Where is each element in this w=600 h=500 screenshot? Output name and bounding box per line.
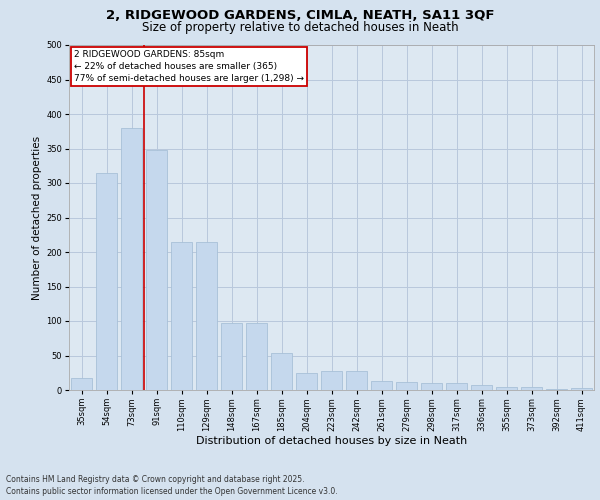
Bar [471, 385, 492, 390]
Text: Contains HM Land Registry data © Crown copyright and database right 2025.: Contains HM Land Registry data © Crown c… [6, 475, 305, 484]
Bar [121, 128, 142, 390]
Bar [521, 387, 542, 390]
Text: Size of property relative to detached houses in Neath: Size of property relative to detached ho… [142, 21, 458, 34]
Bar [346, 370, 367, 390]
Bar [221, 323, 242, 390]
Bar [71, 378, 92, 390]
Y-axis label: Number of detached properties: Number of detached properties [32, 136, 42, 300]
Bar [571, 388, 592, 390]
Text: 2 RIDGEWOOD GARDENS: 85sqm
← 22% of detached houses are smaller (365)
77% of sem: 2 RIDGEWOOD GARDENS: 85sqm ← 22% of deta… [74, 50, 304, 83]
Text: 2, RIDGEWOOD GARDENS, CIMLA, NEATH, SA11 3QF: 2, RIDGEWOOD GARDENS, CIMLA, NEATH, SA11… [106, 9, 494, 22]
Bar [196, 242, 217, 390]
Bar [446, 383, 467, 390]
Bar [421, 383, 442, 390]
Bar [271, 354, 292, 390]
Bar [96, 172, 117, 390]
Bar [146, 150, 167, 390]
Bar [371, 381, 392, 390]
Bar [396, 382, 417, 390]
Bar [321, 370, 342, 390]
Bar [171, 242, 192, 390]
Text: Contains public sector information licensed under the Open Government Licence v3: Contains public sector information licen… [6, 487, 338, 496]
Bar [496, 386, 517, 390]
Bar [246, 323, 267, 390]
Bar [296, 373, 317, 390]
X-axis label: Distribution of detached houses by size in Neath: Distribution of detached houses by size … [196, 436, 467, 446]
